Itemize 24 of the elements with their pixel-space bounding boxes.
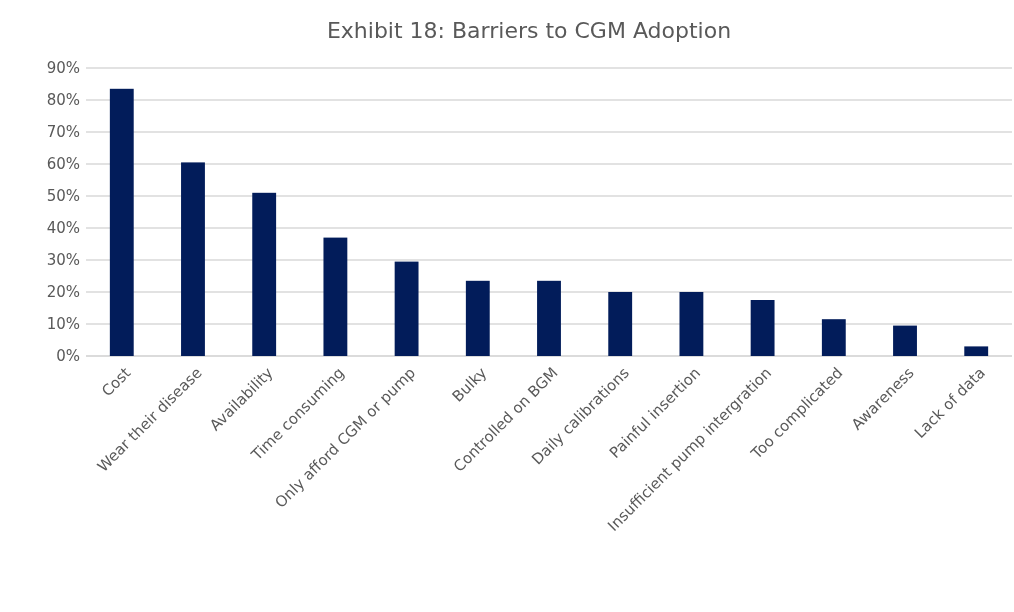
bar [465,280,490,356]
bar [893,325,917,356]
bar [964,346,989,356]
bar [181,162,205,356]
y-tick-label: 20% [46,283,80,302]
y-tick-label: 50% [46,187,80,206]
bar [323,237,348,356]
bar [608,292,633,356]
y-tick-label: 0% [56,347,80,366]
y-tick-label: 70% [46,123,80,142]
y-tick-label: 30% [46,251,80,270]
y-tick-label: 40% [46,219,80,238]
bar [679,292,704,356]
bar [821,319,846,356]
chart-title: Exhibit 18: Barriers to CGM Adoption [326,18,732,43]
y-tick-label: 90% [46,59,80,78]
y-tick-label: 10% [46,315,80,334]
y-tick-label: 60% [46,155,80,174]
bar [750,300,775,356]
y-tick-label: 80% [46,91,80,110]
bar [537,280,561,356]
bar [394,261,419,356]
bar [109,88,134,356]
bar [252,192,277,356]
